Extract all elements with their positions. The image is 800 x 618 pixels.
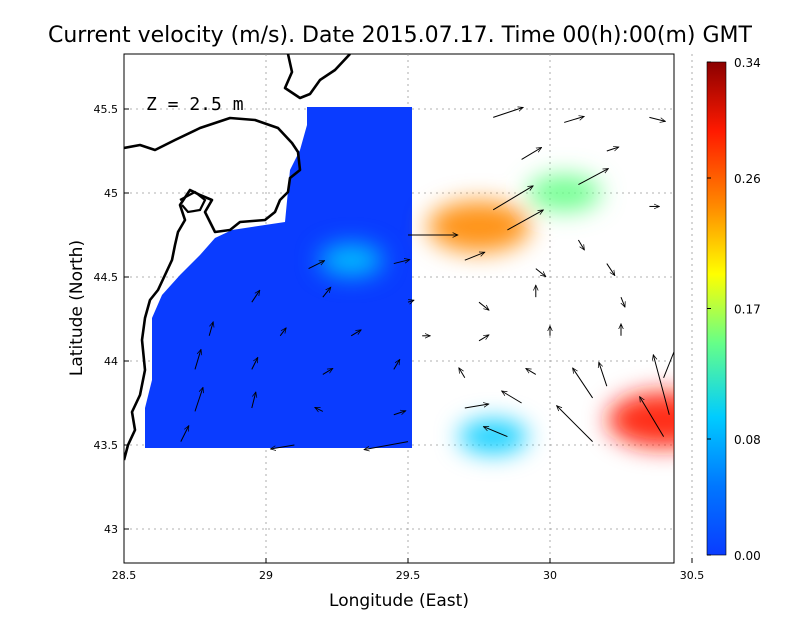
velocity-arrow <box>208 322 213 336</box>
velocity-arrow <box>678 260 682 270</box>
velocity-arrow <box>478 301 489 310</box>
velocity-arrow <box>308 260 325 270</box>
y-tick-label: 44 <box>104 355 118 368</box>
velocity-arrow <box>393 359 400 370</box>
velocity-arrow <box>464 404 489 409</box>
velocity-arrow <box>251 357 259 370</box>
velocity-arrow <box>606 147 619 152</box>
coastline <box>124 116 302 461</box>
y-tick-label: 44.5 <box>94 271 119 284</box>
velocity-arrow <box>270 444 295 449</box>
speed-hotspots <box>319 174 674 454</box>
y-tick-label: 43.5 <box>94 439 119 452</box>
depth-label: Z = 2.5 m <box>146 94 244 115</box>
velocity-arrow <box>251 392 256 409</box>
coastline-lagoon <box>179 190 207 214</box>
velocity-arrow <box>251 290 260 303</box>
velocity-arrow <box>502 391 522 404</box>
y-tick-label: 45.5 <box>94 103 119 116</box>
velocity-arrow <box>315 406 324 411</box>
velocity-arrow <box>279 328 286 337</box>
velocity-arrow <box>535 268 546 277</box>
velocity-arrow <box>350 330 361 337</box>
speed-hotspot <box>458 419 528 454</box>
velocity-arrow <box>649 116 665 121</box>
x-tick-label: 30 <box>543 569 557 582</box>
speed-hotspot <box>527 174 601 212</box>
colorbar-tick-label: 0.26 <box>734 172 761 186</box>
velocity-arrow <box>606 263 615 276</box>
x-tick-label: 29.5 <box>396 569 421 582</box>
velocity-arrow <box>564 116 584 123</box>
x-tick-label: 30.5 <box>680 569 705 582</box>
velocity-arrow <box>322 368 333 375</box>
velocity-arrow <box>577 239 584 250</box>
colorbar-tick-label: 0.17 <box>734 303 761 317</box>
velocity-arrow <box>493 107 523 118</box>
velocity-arrow <box>521 147 542 160</box>
coastline-north <box>283 54 351 100</box>
velocity-arrow <box>578 168 608 186</box>
velocity-arrow <box>621 296 625 307</box>
velocity-arrow <box>407 300 414 302</box>
speed-hotspot <box>427 200 531 253</box>
velocity-arrow <box>322 287 331 298</box>
speed-hotspot <box>607 391 674 448</box>
velocity-arrow <box>526 368 537 375</box>
x-tick-label: 29 <box>259 569 273 582</box>
velocity-field <box>145 107 412 448</box>
x-axis-label: Longitude (East) <box>329 591 469 611</box>
velocity-arrow <box>459 368 466 379</box>
y-tick-label: 43 <box>104 523 118 536</box>
x-tick-label: 28.5 <box>112 569 137 582</box>
velocity-arrow <box>464 252 485 261</box>
speed-hotspot <box>319 244 384 277</box>
colorbar-tick-label: 0.34 <box>734 56 761 70</box>
colorbar-tick-label: 0.08 <box>734 433 761 447</box>
velocity-arrow <box>640 397 665 437</box>
colorbar-tick-label: 0.00 <box>734 549 761 563</box>
velocity-vectors <box>180 107 682 450</box>
velocity-arrow <box>492 186 533 211</box>
velocity-arrow <box>180 426 190 442</box>
velocity-arrow <box>483 427 508 438</box>
velocity-arrow <box>194 349 201 370</box>
chart-title: Current velocity (m/s). Date 2015.07.17.… <box>48 23 753 48</box>
velocity-arrow <box>599 362 608 387</box>
y-axis-ticks: 43 43.5 44 44.5 45 45.5 <box>94 103 129 536</box>
y-tick-label: 45 <box>104 187 118 200</box>
velocity-arrow <box>194 387 203 412</box>
colorbar-ticks: 0.00 0.08 0.17 0.26 0.34 <box>707 56 761 563</box>
y-axis-label: Latitude (North) <box>67 240 87 376</box>
velocity-arrow <box>557 406 593 442</box>
velocity-arrow <box>663 350 674 378</box>
velocity-arrow <box>653 355 670 415</box>
velocity-arrow <box>573 368 594 399</box>
velocity-arrow <box>393 411 406 416</box>
velocity-arrow <box>507 209 543 231</box>
velocity-arrow <box>478 335 489 342</box>
velocity-arrow <box>364 441 409 450</box>
velocity-arrow <box>393 260 410 265</box>
